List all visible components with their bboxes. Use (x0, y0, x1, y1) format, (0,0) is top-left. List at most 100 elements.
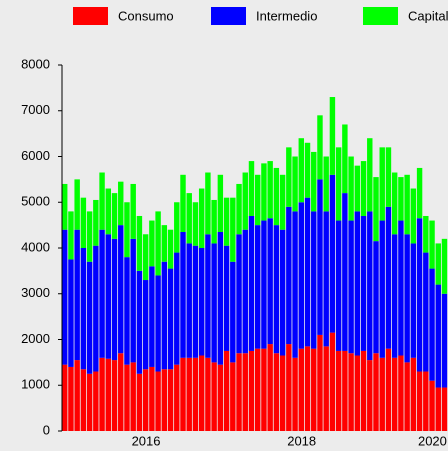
bar-segment (317, 179, 323, 335)
bar-segment (167, 229, 174, 269)
bar-segment (198, 248, 205, 356)
bar-segment (373, 241, 379, 354)
bar-segment (292, 211, 298, 358)
bar-segment (373, 353, 379, 431)
bar-segment (373, 177, 379, 242)
bar-segment (261, 348, 267, 431)
bar-segment (167, 369, 174, 431)
bar-segment (186, 243, 192, 358)
legend-label: Capital (408, 8, 448, 23)
bar-segment (180, 357, 186, 431)
bar-segment (367, 360, 373, 431)
bar-segment (279, 174, 286, 230)
legend-label: Consumo (118, 8, 174, 23)
y-tick-label: 2000 (21, 331, 50, 346)
bar-segment (311, 151, 317, 212)
bar-segment (416, 167, 423, 219)
bar-segment (74, 229, 80, 361)
bar-segment (423, 252, 429, 372)
bar-segment (86, 261, 93, 374)
bar-segment (68, 211, 74, 260)
bar-segment (317, 115, 323, 180)
bar-segment (298, 138, 305, 203)
bar-segment (230, 197, 236, 262)
bar-segment (105, 188, 112, 235)
bar-segment (118, 353, 124, 431)
bar-segment (192, 357, 199, 431)
bar-segment (423, 371, 429, 431)
bar-segment (99, 357, 105, 431)
bar-segment (111, 193, 118, 239)
bar-segment (205, 357, 211, 431)
bar-segment (80, 248, 87, 370)
bar-segment (354, 165, 361, 212)
bar-segment (80, 369, 87, 431)
bar-segment (236, 234, 242, 354)
bar-segment (435, 387, 441, 431)
bar-segment (379, 220, 385, 358)
bar-segment (416, 218, 423, 372)
bar-segment (286, 344, 292, 431)
legend-swatch (211, 7, 246, 25)
bar-segment (360, 215, 367, 351)
bar-segment (335, 350, 342, 431)
bar-segment (416, 371, 423, 431)
bar-segment (292, 156, 298, 212)
bar-segment (423, 215, 429, 253)
bar-segment (311, 211, 317, 349)
bar-segment (223, 245, 230, 351)
bar-segment (86, 211, 93, 262)
bar-segment (74, 360, 80, 431)
bar-segment (292, 357, 298, 431)
bar-segment (236, 353, 242, 431)
bar-segment (93, 371, 99, 431)
bar-segment (279, 229, 286, 356)
bar-segment (342, 124, 348, 194)
bars (62, 97, 448, 431)
bar-segment (391, 357, 398, 431)
bar-segment (161, 261, 168, 370)
bar-segment (435, 243, 441, 285)
bar-segment (410, 188, 417, 244)
bar-segment (385, 206, 392, 349)
bar-segment (217, 364, 224, 431)
bar-segment (230, 261, 236, 363)
y-tick-label: 8000 (21, 56, 50, 71)
legend-label: Intermedio (256, 8, 317, 23)
bar-segment (161, 369, 168, 431)
bar-segment (317, 334, 323, 431)
bar-segment (74, 179, 80, 230)
y-tick-label: 6000 (21, 148, 50, 163)
bar-segment (105, 358, 112, 431)
bar-segment (323, 211, 329, 347)
bar-segment (398, 177, 404, 221)
bar-segment (273, 225, 280, 354)
bar-segment (385, 348, 392, 431)
bar-segment (248, 350, 255, 431)
y-tick-label: 3000 (21, 285, 50, 300)
bar-segment (267, 218, 273, 345)
bar-segment (99, 172, 105, 230)
bar-segment (304, 197, 311, 347)
bar-segment (248, 161, 255, 216)
bar-segment (255, 348, 261, 431)
bar-segment (242, 353, 248, 431)
bar-segment (441, 387, 448, 431)
bar-segment (217, 231, 224, 365)
bar-segment (149, 366, 155, 431)
bar-segment (118, 225, 124, 354)
bar-segment (149, 220, 155, 267)
bar-segment (118, 181, 124, 226)
bar-segment (348, 353, 354, 431)
bar-segment (429, 220, 435, 269)
bar-segment (273, 167, 280, 226)
bar-segment (217, 174, 224, 232)
bar-segment (93, 245, 99, 372)
bar-segment (329, 97, 336, 175)
bar-segment (298, 202, 305, 349)
bar-segment (379, 357, 385, 431)
bar-segment (198, 355, 205, 431)
bar-segment (155, 211, 161, 276)
bar-segment (149, 266, 155, 367)
bar-segment (68, 366, 74, 431)
